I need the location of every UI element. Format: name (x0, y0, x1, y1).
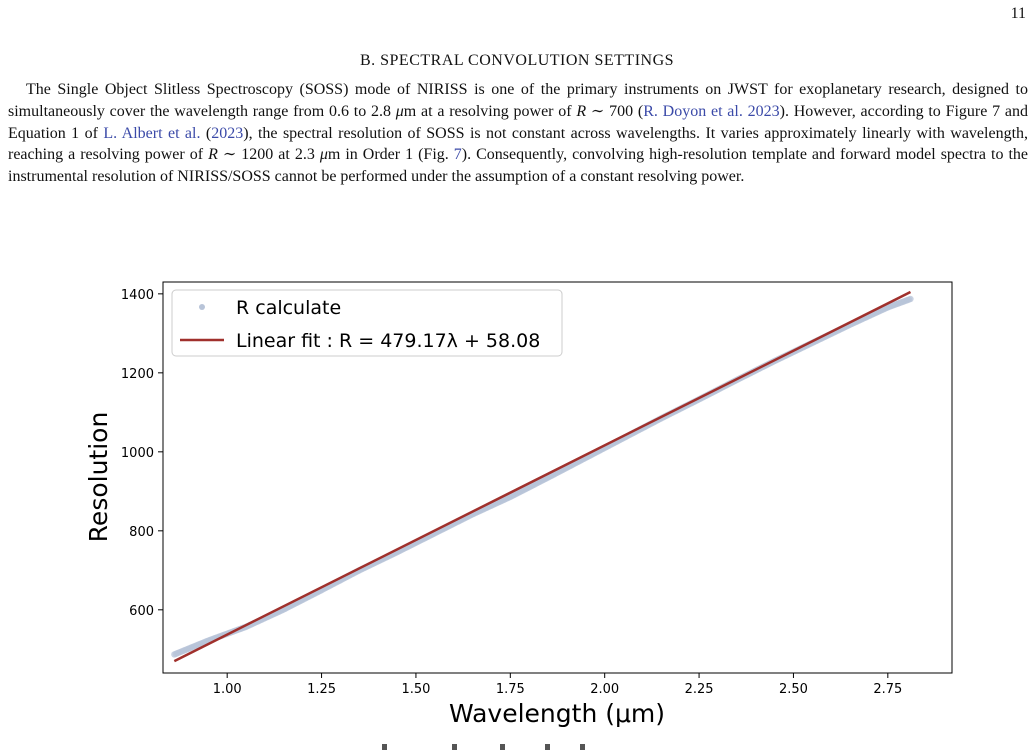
caption-glyph (580, 744, 585, 750)
y-tick-label: 1400 (121, 288, 154, 303)
x-tick-label: 1.25 (307, 682, 336, 697)
paragraph-text: ), the spectral resolution of SOSS is no… (8, 124, 1029, 164)
figure: 1.00 1.25 1.50 1.75 2.00 2.25 2.50 2.75 600 800 10… (0, 270, 1034, 739)
section-heading: B. SPECTRAL CONVOLUTION SETTINGS (359, 52, 675, 69)
paragraph-text: m at a resolving power of (403, 102, 577, 120)
legend-label-r-calculate: R calculate (236, 297, 341, 319)
x-tick-label: 2.25 (685, 682, 714, 697)
x-tick-label: 2.00 (590, 682, 619, 697)
citation-albert-link[interactable]: L. Albert et al. (103, 124, 201, 142)
paragraph-text: The Single Object Slitless Spectroscopy … (8, 81, 1028, 120)
caption-glyph (382, 744, 387, 750)
y-tick-label: 1000 (121, 446, 154, 461)
resolution-chart: 1.00 1.25 1.50 1.75 2.00 2.25 2.50 2.75 600 800 10… (84, 281, 953, 728)
caption-glyph (500, 744, 505, 750)
legend-marker-r-calculate (199, 304, 205, 310)
plot-frame (162, 281, 953, 674)
page-number: 11 (1010, 5, 1026, 22)
citation-albert-year-link[interactable]: 2023 (211, 124, 244, 142)
paragraph-text: m in Order 1 (Fig. (327, 146, 454, 164)
caption-glyph (452, 744, 457, 750)
legend-label-linear-fit: Linear fit : R = 479.17λ + 58.08 (236, 330, 540, 352)
paragraph-text: ∼ 1200 at 2.3 (217, 146, 320, 164)
paragraph-text: ∼ 700 ( (586, 102, 644, 120)
math-r: R (208, 146, 218, 164)
x-tick-label: 1.75 (496, 682, 525, 697)
linear-fit-line (173, 290, 912, 663)
math-mu: μ (395, 102, 404, 120)
x-tick-label: 1.50 (401, 682, 430, 697)
data-point (907, 295, 914, 303)
paragraph-text: ). Consequently, convolving high-resolut… (8, 146, 1029, 186)
paragraph-text: ). However, according to Figure 7 and Eq… (8, 102, 1029, 142)
legend: R calculate Linear fit : R = 479.17λ + 5… (171, 289, 563, 357)
y-tick-label: 800 (129, 525, 154, 540)
y-tick-label: 1200 (121, 367, 154, 382)
paragraph-text: ( (200, 124, 212, 142)
caption-fragment (0, 734, 1034, 750)
body-paragraph: The Single Object Slitless Spectroscopy … (8, 79, 1028, 188)
y-axis-label: Resolution (84, 412, 113, 543)
math-r: R (576, 102, 587, 120)
citation-doyon-link[interactable]: R. Doyon et al. 2023 (643, 102, 780, 120)
caption-glyph (545, 744, 550, 750)
x-tick-label: 2.75 (873, 682, 902, 697)
math-mu: μ (319, 146, 328, 164)
legend-box (171, 289, 563, 357)
x-tick-label: 1.00 (213, 682, 242, 697)
x-tick-label: 2.50 (779, 682, 808, 697)
figure-reference-link[interactable]: 7 (453, 146, 462, 164)
x-axis-label: Wavelength (μm) (449, 699, 665, 728)
y-tick-label: 600 (129, 604, 154, 619)
